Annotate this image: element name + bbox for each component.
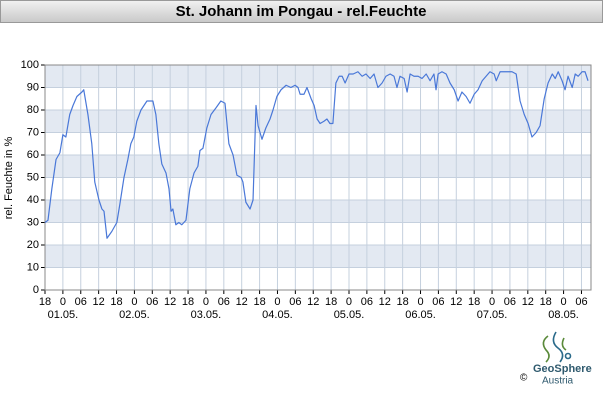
x-tick-label: 06: [504, 296, 516, 308]
x-tick-label: 12: [93, 296, 105, 308]
x-tick-label: 0: [346, 296, 352, 308]
x-date-label: 05.05.: [334, 309, 365, 321]
logo-name: GeoSphere: [533, 363, 592, 375]
x-tick-label: 0: [60, 296, 66, 308]
grid-band: [45, 65, 591, 88]
x-date-label: 07.05.: [477, 309, 508, 321]
x-tick-label: 12: [379, 296, 391, 308]
x-date-label: 08.05.: [548, 309, 579, 321]
y-tick-label: 40: [27, 194, 39, 206]
y-tick-label: 100: [21, 59, 39, 71]
x-tick-label: 12: [307, 296, 319, 308]
y-tick-label: 20: [27, 239, 39, 251]
grid-band: [45, 245, 591, 268]
y-tick-label: 90: [27, 81, 39, 93]
grid-band: [45, 155, 591, 178]
y-tick-label: 80: [27, 104, 39, 116]
x-tick-label: 0: [131, 296, 137, 308]
x-tick-label: 0: [417, 296, 423, 308]
x-tick-label: 18: [182, 296, 194, 308]
x-tick-label: 12: [522, 296, 534, 308]
x-tick-label: 18: [39, 296, 51, 308]
x-tick-label: 12: [450, 296, 462, 308]
y-tick-label: 60: [27, 149, 39, 161]
chart-title: St. Johann im Pongau - rel.Feuchte: [176, 3, 427, 20]
plot-frame: [44, 64, 592, 291]
y-axis-label: rel. Feuchte in %: [3, 137, 15, 220]
x-tick-label: 06: [432, 296, 444, 308]
x-tick-label: 18: [540, 296, 552, 308]
x-tick-label: 0: [203, 296, 209, 308]
logo-icon: [542, 331, 572, 363]
x-tick-label: 0: [561, 296, 567, 308]
x-tick-label: 06: [218, 296, 230, 308]
y-tick-label: 70: [27, 126, 39, 138]
x-tick-label: 12: [164, 296, 176, 308]
x-date-label: 01.05.: [48, 309, 79, 321]
logo-sub: Austria: [542, 376, 574, 387]
y-tick-label: 10: [27, 261, 39, 273]
x-tick-label: 06: [575, 296, 587, 308]
x-date-label: 02.05.: [119, 309, 150, 321]
x-tick-label: 18: [325, 296, 337, 308]
x-tick-label: 06: [146, 296, 158, 308]
x-tick-label: 06: [75, 296, 87, 308]
x-date-label: 03.05.: [191, 309, 222, 321]
x-tick-label: 18: [253, 296, 265, 308]
data-line: [44, 71, 589, 239]
y-tick-label: 30: [27, 216, 39, 228]
y-tick-label: 50: [27, 171, 39, 183]
x-tick-label: 0: [489, 296, 495, 308]
copyright: ©: [520, 373, 528, 384]
x-tick-label: 06: [289, 296, 301, 308]
x-date-label: 04.05.: [262, 309, 293, 321]
x-date-label: 06.05.: [405, 309, 436, 321]
x-tick-label: 0: [274, 296, 280, 308]
x-tick-label: 18: [468, 296, 480, 308]
y-tick-label: 0: [33, 284, 39, 296]
x-tick-label: 18: [397, 296, 409, 308]
grid-band: [45, 200, 591, 223]
x-tick-label: 18: [110, 296, 122, 308]
x-tick-label: 06: [361, 296, 373, 308]
x-tick-label: 12: [236, 296, 248, 308]
